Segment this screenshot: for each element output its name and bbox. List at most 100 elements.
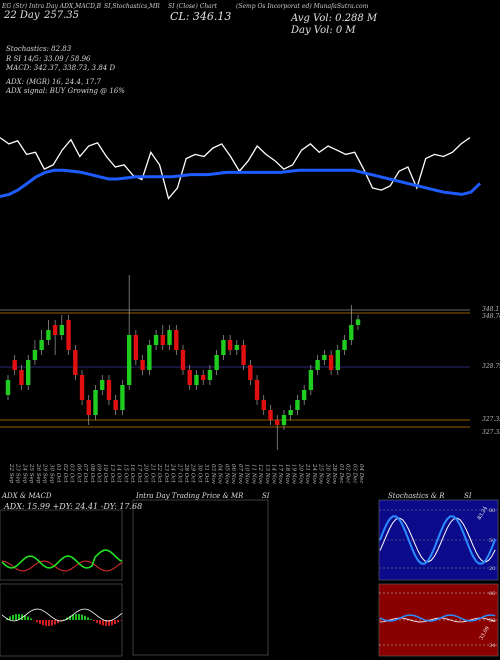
date-tick: 04 Nov xyxy=(217,464,223,485)
macd-line xyxy=(1,608,123,622)
candle-body xyxy=(106,380,112,400)
date-tick: 18 Nov xyxy=(284,464,290,485)
candle-body xyxy=(342,340,347,350)
macd-bar xyxy=(12,615,14,620)
date-tick: 16 Oct xyxy=(129,464,135,483)
macd-bar xyxy=(54,620,56,625)
candle-body xyxy=(241,345,246,365)
macd-bar xyxy=(18,614,20,620)
date-tick: 13 Nov xyxy=(264,464,270,485)
date-tick: 11 Nov xyxy=(250,464,256,485)
candle-body xyxy=(25,360,31,385)
macd-bar xyxy=(39,620,41,624)
candle-body xyxy=(153,335,159,345)
date-tick: 23 Sep xyxy=(15,463,21,484)
stochastics-panel-si: SI xyxy=(464,492,472,500)
date-tick: 25 Sep xyxy=(28,463,34,484)
candle-body xyxy=(322,355,327,360)
adx-panel-values: ADX: 15.99 +DY: 24.41 -DY: 17.68 xyxy=(4,502,143,511)
date-tick: 03 Oct xyxy=(69,464,75,483)
price-levels: 348.11348.78 328.79 327.33 327.33 xyxy=(0,306,500,436)
candle-body xyxy=(12,360,17,370)
header-title-2: SI,Stochastics,MR xyxy=(104,3,160,10)
candle-body xyxy=(301,390,307,400)
candle-body xyxy=(140,360,145,370)
date-tick: 30 Sep xyxy=(48,464,54,484)
avg-volume: Avg Vol: 0.288 M xyxy=(291,13,378,24)
candle-body xyxy=(194,375,199,385)
candle-body xyxy=(335,350,341,370)
header-title-4: (Semp Os Incorporat xyxy=(236,3,300,10)
date-tick: 28 Oct xyxy=(183,463,189,483)
date-tick: 23 Oct xyxy=(163,463,169,483)
candle-body xyxy=(288,410,293,415)
date-tick: 08 Oct xyxy=(89,464,95,483)
macd-bar xyxy=(45,620,47,626)
candle-body xyxy=(174,330,179,350)
macd-bar xyxy=(108,620,110,626)
date-tick: 31 Oct xyxy=(203,464,209,483)
date-tick: 22 Oct xyxy=(156,463,162,483)
macd-bar xyxy=(21,614,23,620)
date-tick: 17 Nov xyxy=(277,464,283,485)
date-tick: 10 Nov xyxy=(244,464,250,485)
date-tick: 30 Oct xyxy=(196,464,202,483)
date-tick: 20 Oct xyxy=(143,463,149,483)
rsi-axis-label: 34 xyxy=(489,643,495,649)
candle-body xyxy=(254,380,260,400)
macd-bar xyxy=(78,614,80,620)
date-tick: 29 Oct xyxy=(190,463,196,483)
macd-bar xyxy=(87,617,89,620)
macd-bar xyxy=(36,620,38,623)
date-tick: 01 Oct xyxy=(55,464,61,483)
macd-bar xyxy=(15,614,17,620)
candle-body xyxy=(133,335,139,360)
macd-bar xyxy=(27,616,29,620)
stochastics-readout: Stochastics: 82.83 xyxy=(6,45,72,53)
macd-bar xyxy=(117,620,119,623)
macd-bar xyxy=(63,619,65,620)
stoch-axis-label: 20 xyxy=(489,566,495,572)
candle-body xyxy=(227,340,233,350)
header-date: 22 Day xyxy=(4,10,40,21)
candle-body xyxy=(59,325,65,335)
date-tick: 10 Oct xyxy=(102,464,108,483)
adx-pos-line xyxy=(1,549,123,569)
date-tick: 06 Nov xyxy=(230,464,236,485)
date-tick: 14 Nov xyxy=(271,464,277,485)
candle-body xyxy=(39,340,44,350)
candle-body xyxy=(295,400,300,410)
macd-bar xyxy=(57,620,59,623)
candle-body xyxy=(268,410,273,420)
date-tick: 28 Nov xyxy=(331,463,337,485)
candle-body xyxy=(100,380,105,390)
candle-body xyxy=(281,415,287,425)
macd-bar xyxy=(114,620,116,624)
level-label: 348.11 xyxy=(482,306,500,313)
date-tick: 21 Oct xyxy=(149,463,155,483)
date-tick: 03 Nov xyxy=(210,464,216,485)
date-tick: 29 Sep xyxy=(42,463,48,484)
stoch-axis-label: 50 xyxy=(489,538,495,544)
macd-bar xyxy=(48,620,50,626)
ma-line xyxy=(0,168,482,199)
header-range: 257.35 xyxy=(44,10,79,21)
date-tick: 24 Nov xyxy=(311,463,317,485)
candle-body xyxy=(19,370,24,385)
candle-body xyxy=(207,370,213,380)
date-tick: 25 Nov xyxy=(318,463,324,485)
macd-bar xyxy=(111,620,113,626)
candle-body xyxy=(79,375,85,400)
date-tick: 15 Oct xyxy=(122,464,128,483)
date-tick: 07 Nov xyxy=(237,464,243,485)
date-tick: 24 Sep xyxy=(21,463,27,484)
date-tick: 12 Nov xyxy=(257,464,263,485)
candle-body xyxy=(355,319,361,325)
date-tick: 19 Nov xyxy=(291,464,297,485)
date-axis: 22 Sep 23 Sep 24 Sep 25 Sep 26 Sep 29 Sep 30 S… xyxy=(8,463,364,485)
level-label: 348.78 xyxy=(482,313,500,320)
macd-bar xyxy=(93,620,95,622)
intraday-panel xyxy=(132,499,269,656)
date-tick: 02 Oct xyxy=(62,464,68,483)
